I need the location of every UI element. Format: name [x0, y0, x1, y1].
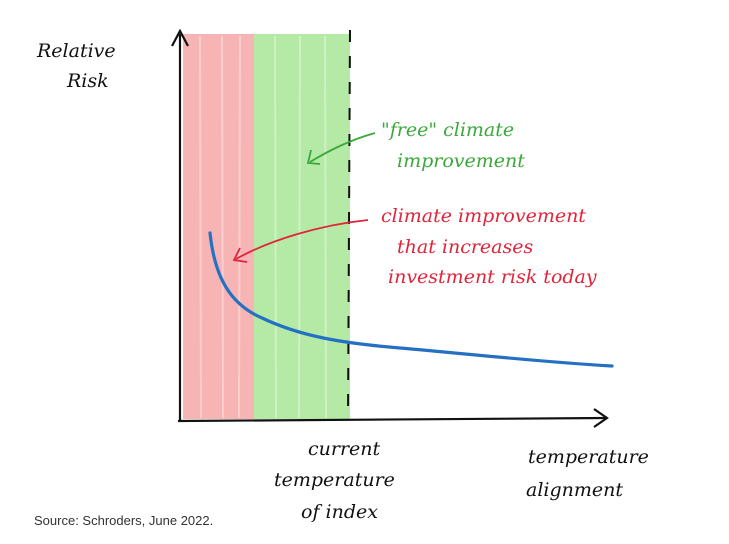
x-axis-arrowhead [593, 408, 609, 428]
source-note: Source: Schroders, June 2022. [34, 513, 214, 528]
annotation-red-line-1: climate improvement [381, 205, 586, 227]
x-axis-label-line-2: alignment [526, 479, 623, 501]
annotation-green-line-2: improvement [397, 150, 525, 172]
annotation-green-line-1: "free" climate [381, 119, 514, 141]
red-arrow [232, 219, 369, 263]
current-marker-label-line-3: of index [301, 501, 378, 523]
y-axis-label-line-2: Risk [66, 70, 109, 92]
current-marker-label-line-1: current [308, 438, 381, 460]
annotation-red-line-3: investment risk today [388, 266, 597, 288]
red-zone [183, 34, 254, 419]
x-axis [177, 416, 607, 423]
y-axis-arrowhead [171, 28, 189, 47]
risk-curve [208, 231, 614, 368]
green-zone [254, 34, 350, 419]
current-marker-label-line-2: temperature [274, 469, 395, 491]
x-axis-label-line-1: temperature [528, 446, 649, 468]
green-arrow [306, 132, 376, 165]
annotation-red-line-2: that increases [397, 236, 533, 258]
y-axis-label-line-1: Relative [36, 40, 116, 62]
